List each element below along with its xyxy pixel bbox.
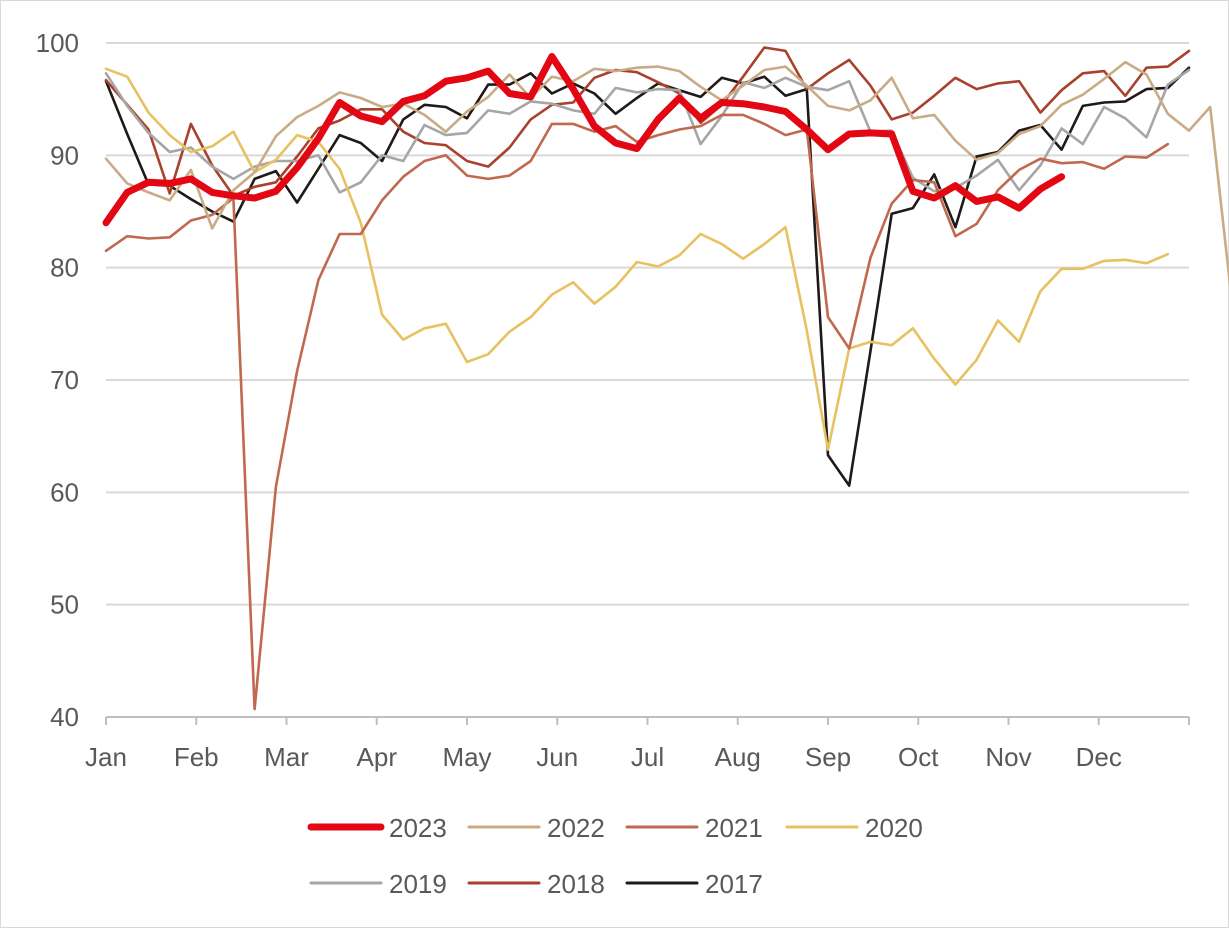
- x-tick-label-sep: Sep: [805, 742, 851, 772]
- x-tick-label-jan: Jan: [85, 742, 127, 772]
- series-line-2020: [104, 67, 1170, 451]
- x-tick-label-oct: Oct: [898, 742, 939, 772]
- legend-label-2023: 2023: [389, 813, 447, 843]
- legend-label-2022: 2022: [547, 813, 605, 843]
- x-tick-label-mar: Mar: [264, 742, 309, 772]
- x-tick-label-may: May: [442, 742, 491, 772]
- legend-label-2021: 2021: [705, 813, 763, 843]
- y-tick-label-90: 90: [50, 140, 79, 170]
- legend-label-2019: 2019: [389, 869, 447, 899]
- legend: 2023 2022 2021 2020 2019 2018 2017: [307, 813, 923, 899]
- y-tick-label-80: 80: [50, 253, 79, 283]
- gridlines: [106, 42, 1189, 606]
- y-axis-tick-labels: 40 50 60 70 80 90 100: [36, 28, 79, 732]
- x-tick-label-feb: Feb: [174, 742, 219, 772]
- x-tick-label-jul: Jul: [631, 742, 664, 772]
- x-tick-label-apr: Apr: [357, 742, 398, 772]
- legend-label-2018: 2018: [547, 869, 605, 899]
- x-tick-label-aug: Aug: [715, 742, 761, 772]
- x-axis: Jan Feb Mar Apr May Jun Jul Aug Sep Oct Nov Dec: [85, 716, 1190, 772]
- legend-label-2017: 2017: [705, 869, 763, 899]
- y-tick-label-100: 100: [36, 28, 79, 58]
- series-line-2018: [104, 46, 1191, 198]
- y-tick-label-60: 60: [50, 477, 79, 507]
- series-line-2023: [102, 53, 1066, 227]
- y-tick-label-40: 40: [50, 702, 79, 732]
- x-tick-label-nov: Nov: [985, 742, 1031, 772]
- y-tick-label-50: 50: [50, 590, 79, 620]
- series-lines: [102, 46, 1229, 711]
- y-tick-label-70: 70: [50, 365, 79, 395]
- series-line-2022: [104, 60, 1229, 288]
- series-line-2019: [104, 68, 1191, 194]
- x-tick-label-dec: Dec: [1076, 742, 1122, 772]
- legend-label-2020: 2020: [865, 813, 923, 843]
- x-tick-label-jun: Jun: [536, 742, 578, 772]
